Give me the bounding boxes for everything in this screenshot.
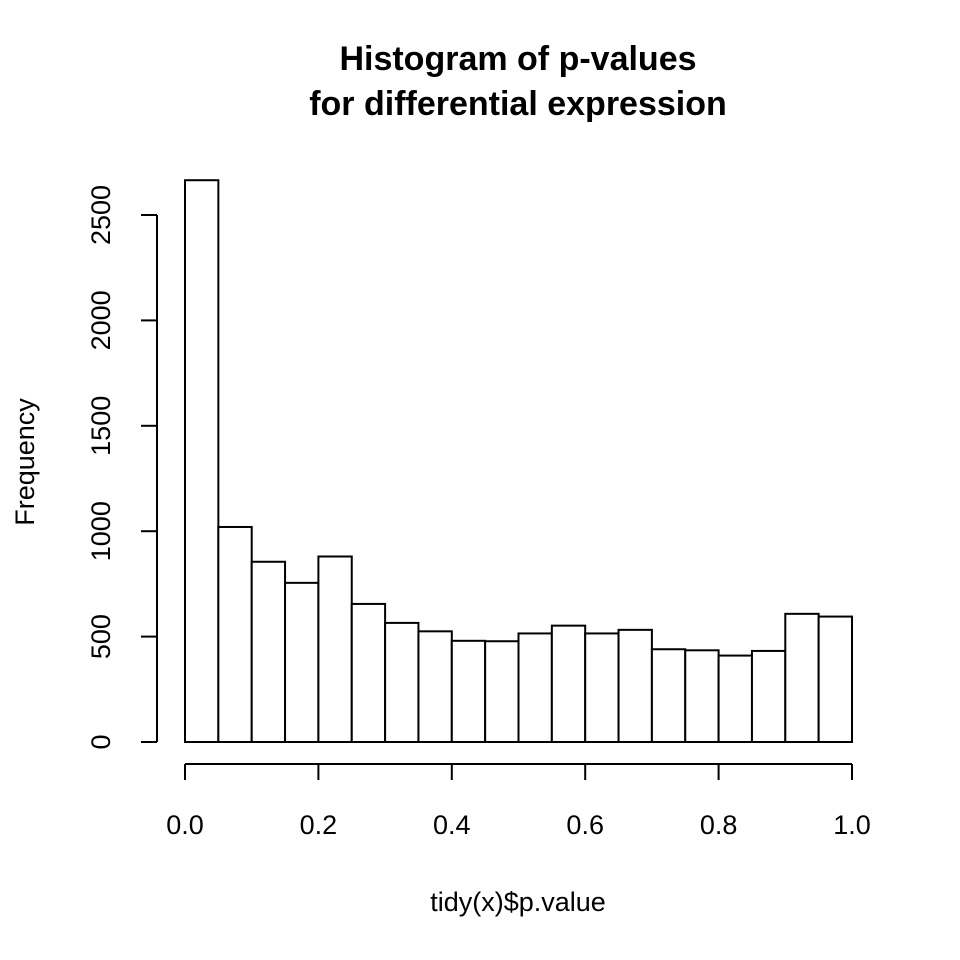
x-tick-label: 0.2 bbox=[300, 810, 338, 840]
histogram-bar-19 bbox=[817, 615, 854, 743]
histogram-bar-11 bbox=[550, 624, 587, 744]
x-tick-label: 1.0 bbox=[833, 810, 871, 840]
y-tick-label: 0 bbox=[86, 734, 116, 749]
histogram-bar-18 bbox=[784, 612, 820, 744]
y-tick-label: 2500 bbox=[86, 185, 116, 245]
y-tick-label: 2000 bbox=[86, 290, 116, 350]
histogram-bar-7 bbox=[417, 630, 453, 744]
histogram-bar-4 bbox=[317, 555, 353, 743]
histogram-bar-17 bbox=[750, 649, 787, 743]
histogram-bar-12 bbox=[584, 632, 620, 743]
chart-title-line-1: Histogram of p-values bbox=[339, 40, 696, 78]
y-tick-label: 1500 bbox=[86, 396, 116, 456]
x-tick-label: 0.6 bbox=[566, 810, 604, 840]
y-tick-label: 1000 bbox=[86, 501, 116, 561]
histogram-bar-5 bbox=[350, 602, 387, 744]
histogram-bar-15 bbox=[684, 649, 720, 743]
x-tick-label: 0.4 bbox=[433, 810, 471, 840]
y-axis-title: Frequency bbox=[10, 398, 40, 526]
y-tick-label: 500 bbox=[86, 614, 116, 659]
histogram-bar-0 bbox=[184, 179, 220, 743]
histogram-bar-9 bbox=[484, 640, 520, 744]
x-tick-label: 0.0 bbox=[166, 810, 204, 840]
histogram-bar-13 bbox=[617, 628, 653, 743]
histogram-bars bbox=[184, 179, 854, 744]
x-tick-label: 0.8 bbox=[700, 810, 738, 840]
histogram-bar-1 bbox=[217, 525, 253, 744]
histogram-bar-10 bbox=[517, 632, 553, 743]
x-axis-title: tidy(x)$p.value bbox=[430, 887, 606, 917]
histogram-bar-16 bbox=[717, 654, 753, 744]
x-axis: 0.0 0.2 0.4 0.6 0.8 1.0 bbox=[166, 763, 871, 840]
histogram-bar-14 bbox=[650, 648, 687, 743]
histogram-bar-2 bbox=[250, 560, 287, 743]
histogram-bar-6 bbox=[384, 621, 420, 744]
histogram-bar-3 bbox=[284, 581, 320, 744]
chart-title-line-2: for differential expression bbox=[309, 85, 727, 123]
histogram-bar-8 bbox=[450, 639, 487, 743]
y-axis: 0 500 1000 1500 2000 2500 bbox=[86, 185, 158, 750]
